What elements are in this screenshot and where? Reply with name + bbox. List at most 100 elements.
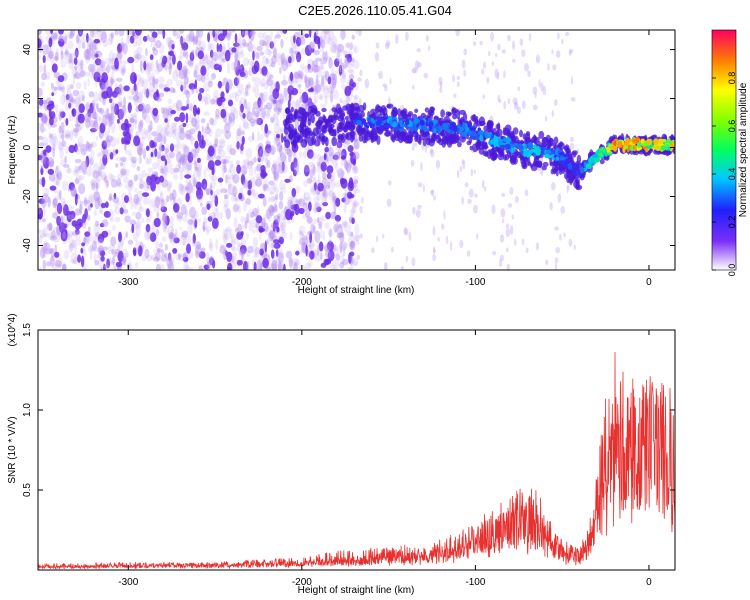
noise-speckle [243, 158, 250, 166]
noise-speckle [50, 137, 56, 146]
noise-speckle [525, 247, 529, 254]
noise-speckle [270, 223, 276, 229]
noise-speckle [275, 249, 279, 257]
noise-speckle [176, 30, 182, 39]
noise-speckle [60, 133, 65, 139]
noise-speckle [199, 95, 206, 102]
ridge-core-blob [399, 119, 403, 126]
noise-speckle [345, 139, 351, 145]
noise-speckle [93, 38, 101, 44]
noise-speckle [298, 87, 302, 95]
noise-speckle [61, 180, 69, 191]
noise-speckle [275, 118, 280, 126]
noise-speckle [313, 196, 319, 204]
noise-speckle [190, 118, 198, 127]
noise-speckle [110, 236, 117, 247]
noise-speckle [328, 171, 336, 182]
noise-speckle [209, 215, 215, 221]
noise-speckle [514, 195, 519, 203]
noise-speckle [224, 130, 231, 140]
noise-speckle [65, 118, 69, 126]
noise-speckle [121, 137, 125, 145]
noise-speckle [199, 41, 206, 51]
noise-speckle [221, 162, 226, 170]
noise-speckle [313, 31, 317, 43]
noise-speckle [86, 233, 90, 245]
ridge-blob [339, 112, 346, 117]
noise-speckle [316, 153, 322, 163]
noise-speckle [303, 165, 310, 177]
noise-speckle [189, 102, 194, 113]
noise-speckle [46, 42, 50, 48]
ridge-core-blob [504, 143, 511, 150]
noise-speckle [259, 91, 264, 99]
noise-speckle [306, 217, 313, 224]
noise-speckle [238, 125, 242, 134]
noise-speckle [174, 253, 181, 261]
noise-speckle [187, 151, 194, 164]
noise-speckle [100, 267, 104, 270]
noise-speckle [218, 138, 226, 145]
noise-speckle [195, 250, 200, 259]
noise-speckle [60, 159, 67, 167]
noise-speckle [226, 173, 231, 180]
noise-speckle [41, 112, 47, 125]
colorbar-tick-label: 0.8 [727, 72, 737, 85]
noise-speckle [330, 179, 336, 190]
noise-speckle [207, 216, 213, 222]
noise-speckle [38, 235, 43, 244]
noise-speckle [274, 204, 278, 213]
noise-speckle [505, 223, 510, 229]
noise-speckle [246, 115, 250, 122]
noise-speckle [55, 165, 59, 177]
noise-speckle [316, 161, 321, 167]
noise-speckle [183, 81, 187, 91]
noise-speckle [204, 137, 209, 147]
noise-speckle [225, 174, 228, 184]
y-tick-label: 1.5 [22, 323, 33, 337]
ridge-core-blob [379, 125, 383, 131]
noise-speckle [84, 210, 88, 222]
noise-speckle [119, 239, 125, 246]
noise-speckle [479, 41, 483, 46]
noise-speckle [158, 146, 164, 152]
noise-speckle [351, 166, 359, 175]
noise-speckle [185, 182, 193, 195]
noise-speckle [91, 50, 97, 60]
noise-speckle [192, 233, 196, 244]
noise-speckle [101, 230, 109, 238]
ridge-core-blob [428, 121, 434, 127]
noise-speckle [286, 219, 292, 224]
noise-speckle [255, 225, 259, 234]
noise-speckle [43, 64, 47, 74]
noise-speckle [509, 187, 514, 195]
noise-speckle [315, 57, 322, 62]
noise-speckle [285, 55, 291, 62]
noise-speckle [254, 166, 257, 175]
noise-speckle [141, 255, 146, 262]
noise-speckle [68, 102, 72, 109]
noise-speckle [38, 198, 45, 205]
noise-speckle [186, 33, 191, 42]
noise-speckle [386, 198, 392, 207]
noise-speckle [416, 48, 421, 53]
noise-speckle [318, 221, 322, 230]
noise-speckle [237, 223, 242, 234]
noise-speckle [179, 112, 186, 123]
noise-speckle [240, 215, 245, 224]
noise-speckle [96, 103, 99, 110]
noise-speckle [145, 145, 150, 151]
noise-speckle [131, 211, 136, 216]
noise-speckle [164, 215, 170, 226]
noise-speckle [258, 193, 265, 199]
noise-speckle [229, 191, 234, 196]
noise-speckle [353, 166, 358, 174]
noise-speckle [98, 96, 105, 103]
ridge-blob [551, 161, 556, 166]
noise-speckle [234, 44, 240, 56]
ridge-blob [310, 132, 316, 138]
noise-speckle [86, 142, 91, 149]
noise-speckle [245, 148, 253, 159]
noise-speckle [283, 263, 286, 270]
